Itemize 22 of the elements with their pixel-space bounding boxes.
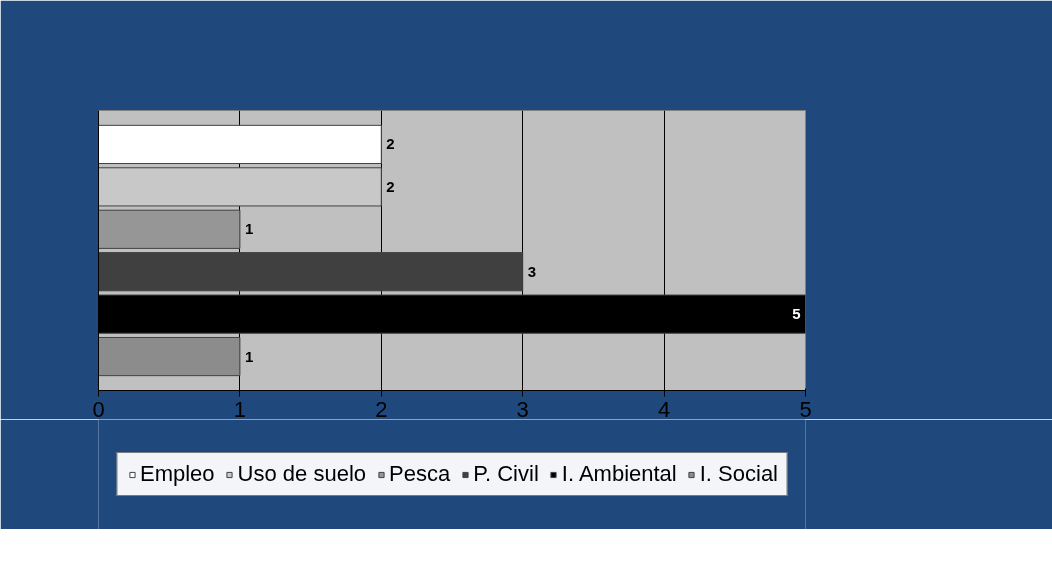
bar — [98, 209, 241, 249]
bar — [98, 252, 524, 292]
bar — [98, 124, 382, 165]
x-tick-label: 0 — [92, 396, 105, 422]
legend-label: Pesca — [389, 461, 451, 487]
data-label: 5 — [792, 305, 801, 323]
legend-label: P. Civil — [473, 461, 539, 487]
data-label: 3 — [527, 262, 537, 280]
x-tick-label: 1 — [233, 396, 247, 422]
bar — [98, 336, 241, 377]
data-label: 2 — [386, 177, 395, 195]
x-tick-label: 3 — [516, 396, 529, 422]
x-tick-label: 5 — [799, 396, 812, 422]
legend-label: I. Ambiental — [561, 461, 677, 487]
x-tick-label: 2 — [375, 396, 388, 422]
data-label: 1 — [244, 220, 254, 238]
data-label: 1 — [244, 347, 254, 365]
legend-label: Empleo — [139, 461, 215, 487]
legend-label: I. Social — [699, 461, 779, 487]
legend-label: Uso de suelo — [237, 461, 367, 487]
x-tick-label: 4 — [657, 396, 671, 422]
data-label: 2 — [386, 135, 395, 153]
